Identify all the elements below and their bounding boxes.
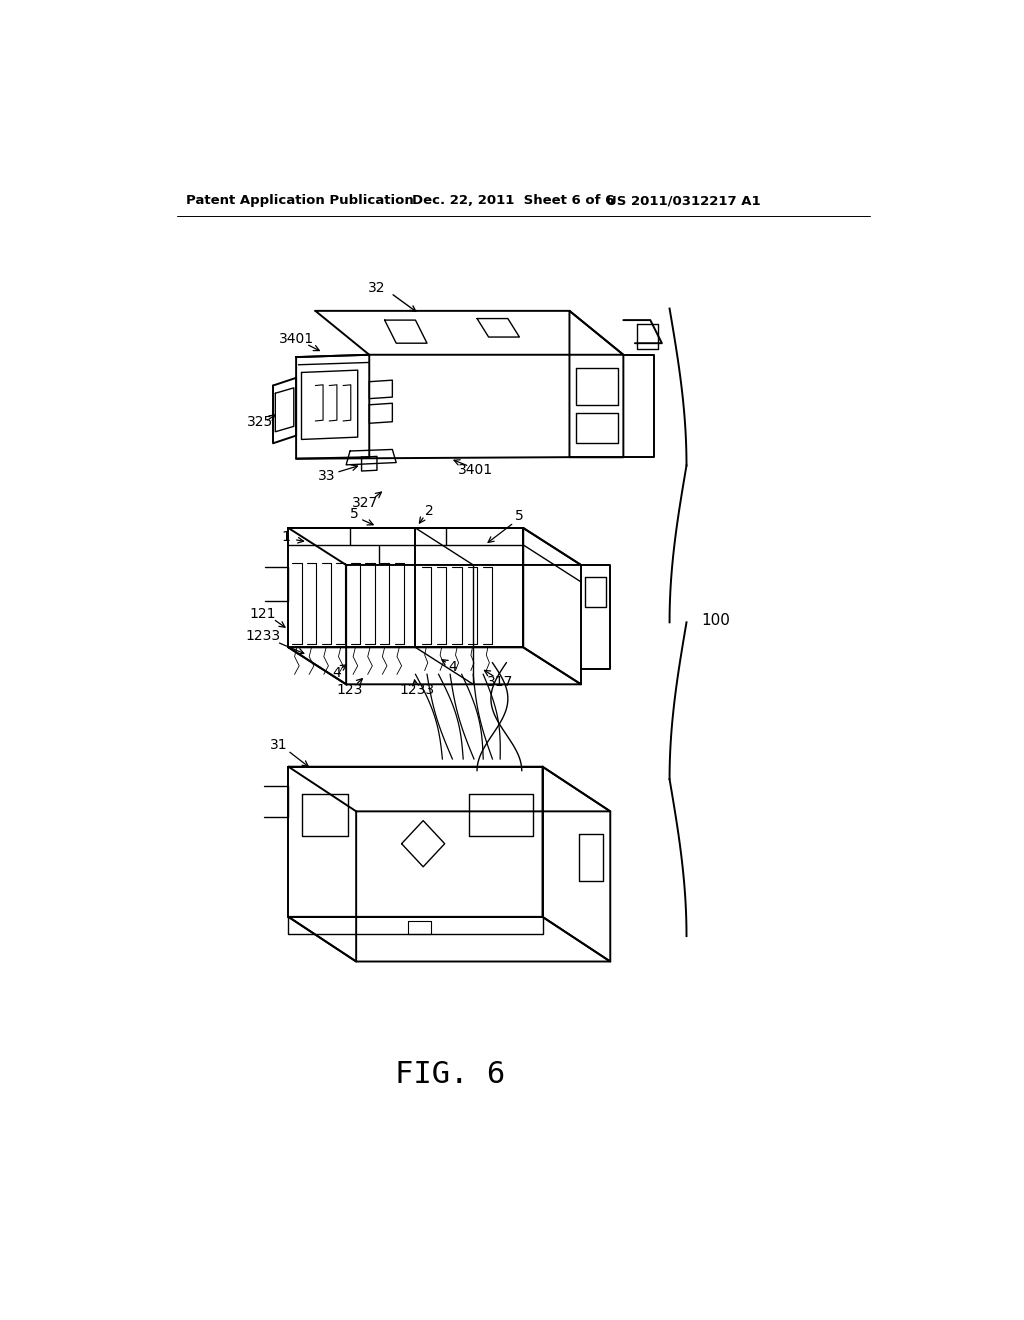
Text: FIG. 6: FIG. 6 [395,1060,505,1089]
Text: US 2011/0312217 A1: US 2011/0312217 A1 [606,194,761,207]
Text: 1233: 1233 [246,628,281,643]
Text: 32: 32 [369,281,386,294]
Text: 33: 33 [318,470,336,483]
Text: 327: 327 [352,496,379,511]
Text: 121: 121 [250,607,276,622]
Text: 3401: 3401 [279,331,313,346]
Text: 2: 2 [425,504,434,517]
Text: 5: 5 [349,507,358,521]
Text: 1233: 1233 [399,682,434,697]
Text: 31: 31 [269,738,287,752]
Text: 5: 5 [515,510,524,524]
Text: 3401: 3401 [458,463,494,478]
Text: 4: 4 [449,660,457,673]
Text: 317: 317 [487,675,513,689]
Text: Dec. 22, 2011  Sheet 6 of 6: Dec. 22, 2011 Sheet 6 of 6 [412,194,614,207]
Text: 325: 325 [247,414,273,429]
Text: 1: 1 [282,531,291,544]
Text: 100: 100 [701,612,730,628]
Text: Patent Application Publication: Patent Application Publication [186,194,414,207]
Text: 4: 4 [333,665,341,680]
Text: 123: 123 [337,682,364,697]
